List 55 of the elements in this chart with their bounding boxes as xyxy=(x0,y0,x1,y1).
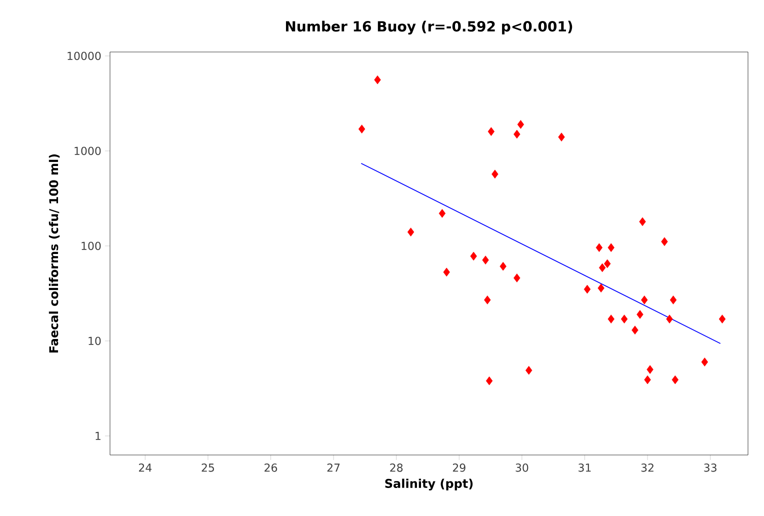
x-tick-label: 31 xyxy=(578,464,591,472)
point xyxy=(492,170,498,179)
y-tick-label: 100 xyxy=(82,242,101,250)
point xyxy=(718,314,726,324)
point xyxy=(558,132,565,142)
point xyxy=(644,375,651,384)
point xyxy=(470,252,477,261)
point xyxy=(701,358,708,366)
x-tick-label: 32 xyxy=(641,464,654,472)
point xyxy=(661,237,668,246)
point xyxy=(666,314,673,324)
y-axis-title: Faecal coliforms (cfu/ 100 ml) xyxy=(48,154,60,353)
point xyxy=(639,217,646,226)
x-tick-label: 27 xyxy=(327,464,340,472)
point xyxy=(484,296,491,304)
point xyxy=(514,274,520,282)
point xyxy=(374,75,381,84)
x-tick-label: 25 xyxy=(202,464,214,472)
point xyxy=(632,326,638,334)
point xyxy=(598,263,606,272)
x-tick-label: 29 xyxy=(452,464,466,472)
point xyxy=(525,366,532,375)
point xyxy=(517,120,524,129)
point xyxy=(608,314,614,324)
point xyxy=(672,375,679,384)
x-tick-label: 33 xyxy=(704,464,716,472)
point xyxy=(646,365,654,374)
point xyxy=(486,376,493,386)
point xyxy=(604,259,611,268)
x-tick-label: 24 xyxy=(138,464,152,472)
y-tick-label: 1000 xyxy=(74,146,101,156)
point xyxy=(482,256,489,264)
y-tick-label: 10 xyxy=(88,336,101,346)
x-tick-label: 30 xyxy=(516,464,528,472)
x-axis-title: Salinity (ppt) xyxy=(385,478,473,490)
x-tick-label: 26 xyxy=(264,464,278,472)
point xyxy=(438,208,446,218)
x-tick-label: 28 xyxy=(390,464,403,472)
point xyxy=(584,284,591,294)
point xyxy=(358,124,366,134)
point xyxy=(620,314,628,324)
point xyxy=(641,296,648,304)
point xyxy=(500,262,506,271)
chart-title: Number 16 Buoy (r=-0.592 p<0.001) xyxy=(286,20,572,34)
y-tick-label: 1 xyxy=(96,432,100,440)
point xyxy=(443,268,450,277)
point xyxy=(407,228,414,236)
point xyxy=(670,296,677,304)
point xyxy=(488,127,495,136)
point xyxy=(596,243,603,252)
point xyxy=(636,310,644,319)
point xyxy=(608,243,614,252)
y-tick-label: 10000 xyxy=(68,52,101,60)
point xyxy=(598,284,604,292)
point xyxy=(514,130,520,139)
